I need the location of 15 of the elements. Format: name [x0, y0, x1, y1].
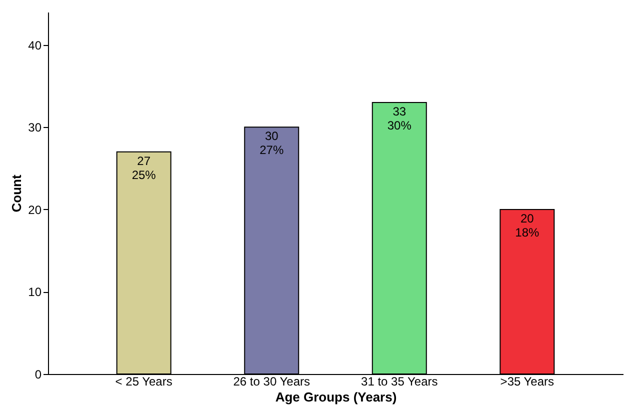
y-tick-label: 10	[28, 285, 42, 300]
y-tick-label: 40	[28, 38, 42, 52]
x-tick-label: < 25 Years	[115, 374, 172, 388]
data-label: 30 27%	[260, 129, 284, 158]
data-label: 27 25%	[132, 154, 156, 182]
x-tick-label: 31 to 35 Years	[361, 374, 438, 388]
x-tick-label: >35 Years	[500, 374, 554, 388]
x-axis-title: Age Groups (Years)	[275, 390, 397, 404]
y-tick-label: 0	[34, 368, 42, 382]
y-axis-title: Count	[9, 174, 24, 212]
data-label: 33 30%	[387, 104, 412, 132]
data-label: 20 18%	[515, 211, 540, 240]
x-tick-label: 26 to 30 Years	[233, 374, 310, 388]
y-tick-label: 30	[28, 120, 42, 135]
y-tick-label: 20	[28, 202, 42, 217]
